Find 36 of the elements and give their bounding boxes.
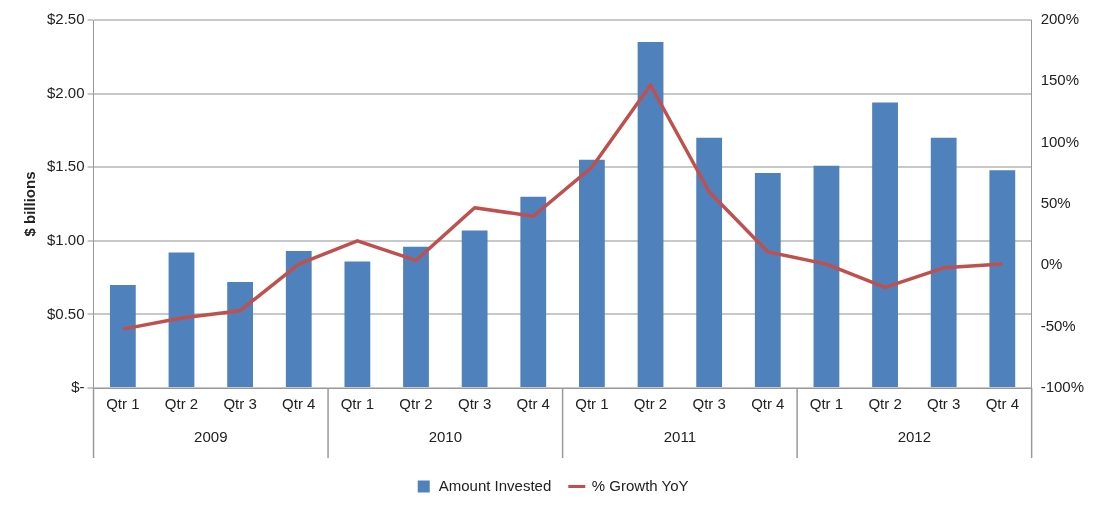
y2-tick-label: 150%	[1040, 71, 1080, 89]
x-tick-label: Qtr 2	[868, 395, 902, 413]
text: 2009	[194, 428, 228, 446]
x-tick-label: Qtr 4	[282, 395, 316, 413]
x-tick-label: Qtr 1	[340, 395, 375, 413]
y2-tick-label: -100%	[1040, 378, 1084, 396]
x-tick-label: Qtr 3	[692, 395, 726, 413]
y2-tick-label: 0%	[1040, 255, 1063, 273]
x-tick-label: Qtr 4	[985, 395, 1019, 413]
y-tick-label: $2.50	[46, 10, 85, 28]
legend-label: Amount Invested	[438, 476, 552, 494]
y2-tick-label: 100%	[1040, 132, 1080, 150]
text: 2010	[428, 428, 463, 446]
x-tick-label: Qtr 1	[809, 395, 844, 413]
y-axis-title: $ billions	[21, 171, 39, 237]
x-tick-label: Qtr 3	[927, 395, 961, 413]
y-tick-label: $0.50	[46, 304, 85, 322]
x-tick-label: Qtr 2	[633, 395, 668, 413]
x-tick-label: Qtr 4	[751, 395, 785, 413]
x-tick-label: Qtr 4	[516, 395, 550, 413]
y-tick-label: $-	[71, 378, 85, 396]
legend-label: % Growth YoY	[591, 476, 689, 494]
y2-tick-label: 200%	[1040, 10, 1080, 28]
y-tick-label: $2.00	[46, 83, 85, 101]
y2-tick-label: -50%	[1040, 316, 1076, 334]
y-tick-label: $1.00	[46, 230, 85, 248]
y2-tick-label: 50%	[1040, 194, 1071, 212]
x-tick-label: Qtr 1	[575, 395, 609, 413]
text: 2012	[897, 428, 932, 446]
x-tick-label: Qtr 2	[399, 395, 433, 413]
x-tick-label: Qtr 2	[164, 395, 199, 413]
x-tick-label: Qtr 1	[106, 395, 140, 413]
x-tick-label: Qtr 3	[457, 395, 492, 413]
x-tick-label: Qtr 3	[223, 395, 257, 413]
text: 2011	[663, 428, 696, 446]
y-tick-label: $1.50	[46, 157, 85, 175]
